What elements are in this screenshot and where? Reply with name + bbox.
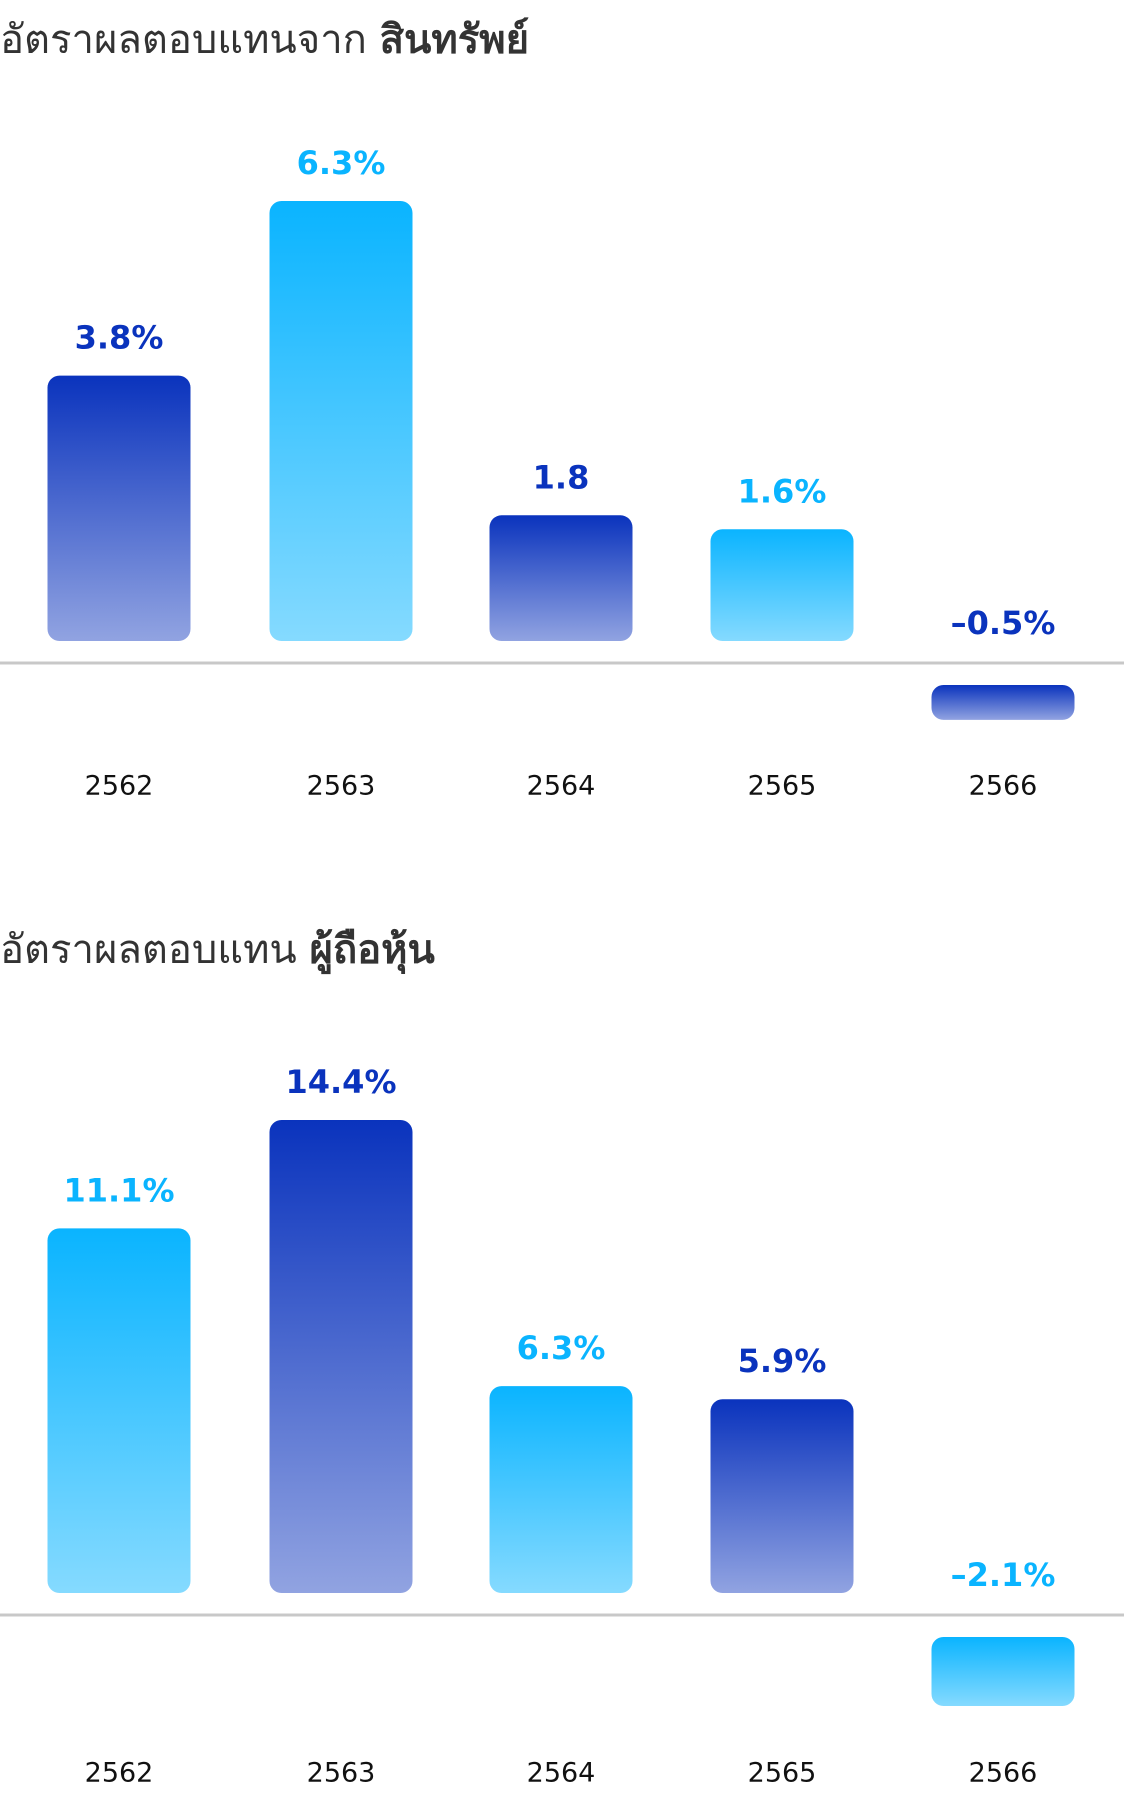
value-label: –2.1% bbox=[951, 1556, 1056, 1594]
bar bbox=[489, 1386, 633, 1593]
bar bbox=[269, 1120, 413, 1593]
chart-title: อัตราผลตอบแทนจาก สินทรัพย์ bbox=[0, 17, 529, 63]
bar bbox=[47, 375, 191, 641]
x-tick-label: 2566 bbox=[969, 1758, 1038, 1789]
x-tick-label: 2562 bbox=[85, 771, 154, 802]
value-label: 1.6% bbox=[738, 472, 827, 510]
x-tick-label: 2565 bbox=[748, 1758, 817, 1789]
value-label: 1.8 bbox=[533, 458, 590, 496]
x-tick-label: 2564 bbox=[527, 1758, 596, 1789]
title-text: อัตราผลตอบแทน bbox=[0, 927, 297, 973]
title-text: อัตราผลตอบแทนจาก bbox=[0, 17, 367, 63]
title-bold: สินทรัพย์ bbox=[380, 17, 529, 63]
x-tick-label: 2564 bbox=[527, 771, 596, 802]
value-label: 6.3% bbox=[517, 1329, 606, 1367]
bar bbox=[931, 685, 1075, 720]
chart-title: อัตราผลตอบแทน ผู้ถือหุ้น bbox=[0, 927, 435, 975]
x-tick-label: 2562 bbox=[85, 1758, 154, 1789]
value-label: 14.4% bbox=[285, 1063, 396, 1101]
value-label: 3.8% bbox=[75, 319, 164, 357]
bar bbox=[710, 1399, 854, 1593]
value-label: 6.3% bbox=[297, 144, 386, 182]
x-tick-label: 2563 bbox=[307, 1758, 376, 1789]
x-tick-label: 2565 bbox=[748, 771, 817, 802]
bar bbox=[931, 1637, 1075, 1706]
bar bbox=[489, 515, 633, 641]
bar bbox=[710, 529, 854, 641]
value-label: 11.1% bbox=[63, 1171, 174, 1209]
bar bbox=[47, 1228, 191, 1593]
title-bold: ผู้ถือหุ้น bbox=[310, 927, 435, 975]
bar bbox=[269, 201, 413, 641]
value-label: –0.5% bbox=[951, 604, 1056, 642]
value-label: 5.9% bbox=[738, 1342, 827, 1380]
x-tick-label: 2563 bbox=[307, 771, 376, 802]
x-tick-label: 2566 bbox=[969, 771, 1038, 802]
